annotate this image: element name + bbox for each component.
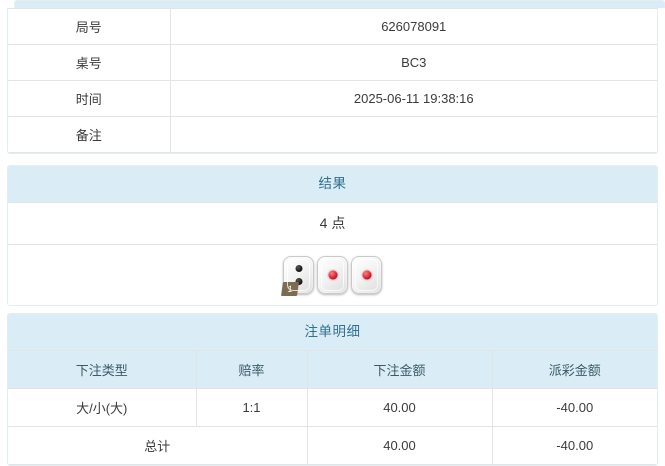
die-pip <box>328 270 337 280</box>
total-label: 总计 <box>8 426 308 465</box>
table-header-row: 下注类型 赔率 下注金额 派彩金额 <box>8 350 657 389</box>
bet-details-table: 下注类型 赔率 下注金额 派彩金额 大/小(大) 1:1 40.00 -40.0… <box>8 350 657 465</box>
round-info-value-time: 2025-06-11 19:38:16 <box>169 80 657 117</box>
bet-stake-value: 40.00 <box>306 388 493 427</box>
round-info-label-time: 时间 <box>8 80 171 117</box>
table-total-row: 总计 40.00 -40.00 <box>8 426 657 465</box>
round-info-table: 局号 626078091 桌号 BC3 时间 2025-06-11 19:38:… <box>8 8 657 153</box>
die-1: 1 <box>281 256 314 296</box>
table-row: 时间 2025-06-11 19:38:16 <box>8 80 657 117</box>
total-stake-value: 40.00 <box>306 426 493 465</box>
bet-details-card: 注单明细 下注类型 赔率 下注金额 派彩金额 大/小(大) 1:1 40.00 … <box>7 313 658 466</box>
table-row: 备注 <box>8 116 657 153</box>
column-header-stake: 下注金额 <box>306 350 493 389</box>
table-row: 桌号 BC3 <box>8 44 657 81</box>
bet-odds-value: 1:1 <box>195 388 308 427</box>
round-info-value-round-no: 626078091 <box>169 8 657 45</box>
die-2 <box>317 256 348 294</box>
round-info-card: 局号 626078091 桌号 BC3 时间 2025-06-11 19:38:… <box>7 8 658 154</box>
die-badge-icon: 1 <box>281 282 299 296</box>
dice-row: 1 <box>8 245 657 305</box>
bet-type-value: 大/小(大) <box>8 388 197 427</box>
round-info-value-remark <box>169 116 657 153</box>
round-info-value-table-no: BC3 <box>169 44 657 81</box>
bet-details-header: 注单明细 <box>8 314 657 350</box>
round-info-header-strip <box>14 0 665 8</box>
table-row: 局号 626078091 <box>8 8 657 45</box>
column-header-payout: 派彩金额 <box>491 350 657 389</box>
column-header-bet-type: 下注类型 <box>8 350 197 389</box>
total-payout-value: -40.00 <box>491 426 657 465</box>
round-info-label-remark: 备注 <box>8 116 171 153</box>
result-points-text: 4 点 <box>8 203 657 245</box>
die-pip <box>362 270 371 280</box>
die-pip <box>295 278 302 285</box>
result-header: 结果 <box>8 166 657 203</box>
die-pip <box>295 265 302 272</box>
table-row: 大/小(大) 1:1 40.00 -40.00 <box>8 388 657 427</box>
result-card: 结果 4 点 1 <box>7 165 658 306</box>
round-info-label-table-no: 桌号 <box>8 44 171 81</box>
round-info-label-round-no: 局号 <box>8 8 171 45</box>
die-3 <box>351 256 382 294</box>
column-header-odds: 赔率 <box>195 350 308 389</box>
bet-payout-value: -40.00 <box>491 388 657 427</box>
